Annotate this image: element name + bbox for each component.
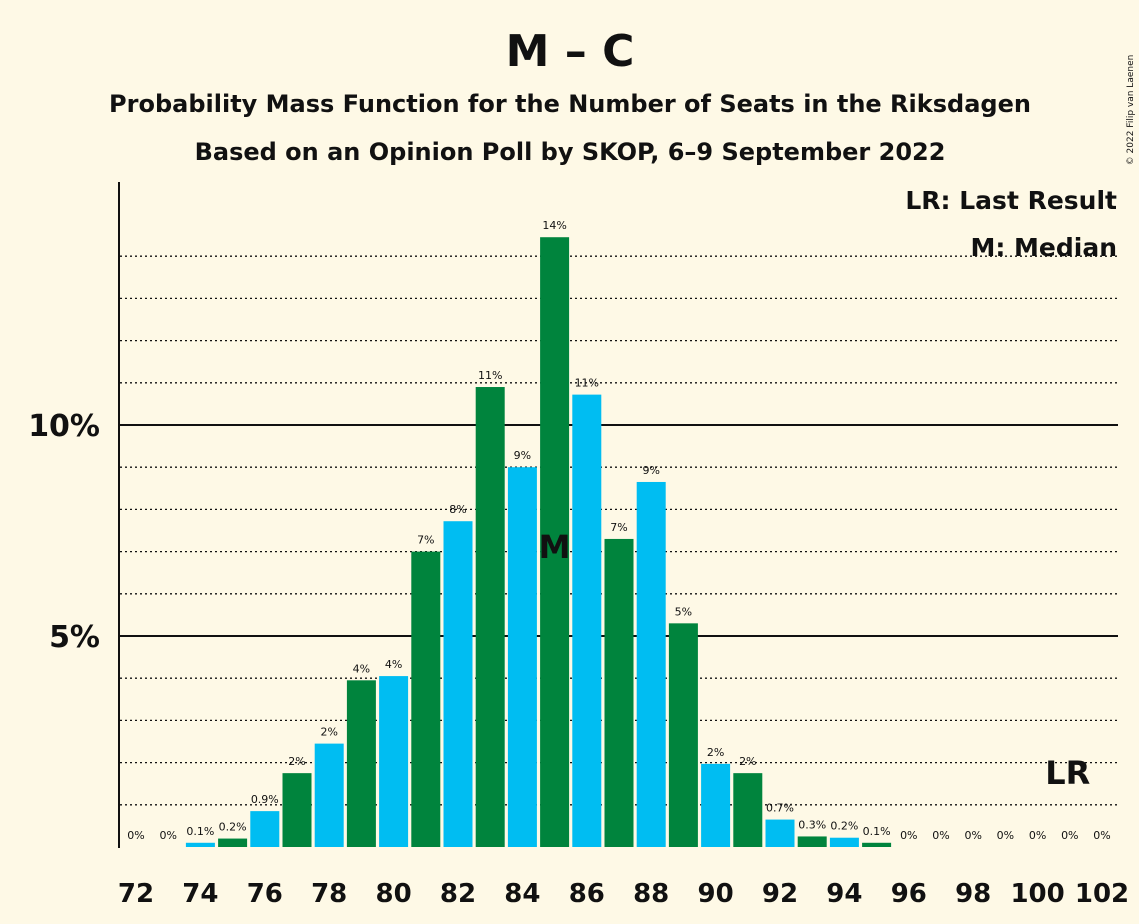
- x-tick-label: 86: [569, 879, 605, 909]
- bar-seat-77: [282, 773, 312, 847]
- x-tick-label: 100: [1010, 879, 1064, 909]
- x-tick-label: 88: [633, 879, 669, 909]
- bar-label-seat-96: 0%: [900, 829, 917, 842]
- bar-label-seat-97: 0%: [932, 829, 949, 842]
- legend-median: M: Median: [970, 233, 1117, 262]
- bar-label-seat-101: 0%: [1061, 829, 1078, 842]
- bar-seat-88: [636, 481, 666, 847]
- bar-seat-78: [314, 743, 344, 847]
- legend-last-result: LR: Last Result: [905, 186, 1117, 215]
- bar-seat-90: [701, 763, 731, 847]
- chart-subtitle-1: Probability Mass Function for the Number…: [109, 90, 1031, 118]
- y-axis-ticks: 5% 10%: [28, 409, 100, 655]
- bar-label-seat-77: 2%: [288, 755, 305, 768]
- bar-seat-81: [411, 551, 441, 847]
- bar-seat-74: [185, 842, 215, 847]
- bar-seat-75: [218, 838, 248, 847]
- bar-label-seat-81: 7%: [417, 534, 434, 547]
- y-tick-label: 10%: [28, 409, 100, 444]
- bar-label-seat-90: 2%: [707, 746, 724, 759]
- median-marker: M: [539, 528, 571, 566]
- x-tick-label: 90: [698, 879, 734, 909]
- x-tick-label: 82: [440, 879, 476, 909]
- chart-subtitle-2: Based on an Opinion Poll by SKOP, 6–9 Se…: [195, 138, 946, 166]
- bar-seat-94: [829, 837, 859, 847]
- bar-label-seat-88: 9%: [642, 464, 659, 477]
- bar-seat-89: [668, 623, 698, 847]
- bar-label-seat-74: 0.1%: [186, 825, 214, 838]
- bar-label-seat-84: 9%: [514, 449, 531, 462]
- x-tick-label: 94: [826, 879, 862, 909]
- x-tick-label: 72: [118, 879, 154, 909]
- bar-label-seat-94: 0.2%: [830, 820, 858, 833]
- bar-label-seat-95: 0.1%: [863, 825, 891, 838]
- bar-label-seat-92: 0.7%: [766, 802, 794, 815]
- x-tick-label: 80: [376, 879, 412, 909]
- x-tick-label: 84: [504, 879, 540, 909]
- bar-labels: 0% 0% 0.1% 0.2% 0.9% 2% 2% 4% 4% 7% 8% 11% 9% 14% 11% 7…: [127, 219, 1110, 842]
- bar-label-seat-87: 7%: [610, 521, 627, 534]
- bar-label-seat-76: 0.9%: [251, 793, 279, 806]
- bar-label-seat-72: 0%: [127, 829, 144, 842]
- x-tick-label: 96: [891, 879, 927, 909]
- bar-seat-95: [862, 842, 892, 847]
- bar-label-seat-82: 8%: [449, 503, 466, 516]
- bar-label-seat-98: 0%: [964, 829, 981, 842]
- bar-label-seat-89: 5%: [675, 605, 692, 618]
- bar-label-seat-93: 0.3%: [798, 818, 826, 831]
- y-tick-label: 5%: [49, 620, 100, 655]
- bar-label-seat-78: 2%: [320, 726, 337, 739]
- bar-label-seat-85: 14%: [542, 219, 566, 232]
- bar-seat-91: [733, 773, 763, 847]
- bar-label-seat-102: 0%: [1093, 829, 1110, 842]
- copyright-text: © 2022 Filip van Laenen: [1126, 55, 1136, 166]
- bar-seat-86: [572, 394, 602, 847]
- chart-title: M – C: [506, 26, 635, 77]
- bar-seat-92: [765, 819, 795, 847]
- bar-seat-76: [250, 811, 280, 847]
- x-tick-label: 76: [247, 879, 283, 909]
- x-tick-label: 74: [182, 879, 218, 909]
- last-result-marker: LR: [1045, 754, 1090, 792]
- bar-label-seat-73: 0%: [159, 829, 176, 842]
- bar-label-seat-91: 2%: [739, 755, 756, 768]
- bar-label-seat-86: 11%: [575, 377, 599, 390]
- bar-label-seat-80: 4%: [385, 658, 402, 671]
- x-tick-label: 102: [1075, 879, 1129, 909]
- bar-label-seat-79: 4%: [353, 662, 370, 675]
- x-tick-label: 98: [955, 879, 991, 909]
- bar-label-seat-83: 11%: [478, 369, 502, 382]
- bar-seat-82: [443, 521, 473, 847]
- bar-seat-87: [604, 538, 634, 847]
- bars: [185, 237, 892, 847]
- bar-label-seat-75: 0.2%: [219, 821, 247, 834]
- bar-seat-85: [540, 237, 570, 847]
- x-tick-label: 78: [311, 879, 347, 909]
- bar-label-seat-100: 0%: [1029, 829, 1046, 842]
- bar-seat-79: [346, 680, 376, 847]
- bar-label-seat-99: 0%: [997, 829, 1014, 842]
- bar-seat-80: [379, 676, 409, 847]
- x-axis-ticks: 72 74 76 78 80 82 84 86 88 90 92 94 96 98 100 102: [118, 879, 1129, 909]
- x-tick-label: 92: [762, 879, 798, 909]
- bar-seat-93: [797, 836, 827, 847]
- bar-seat-84: [507, 467, 537, 847]
- bar-seat-83: [475, 387, 505, 847]
